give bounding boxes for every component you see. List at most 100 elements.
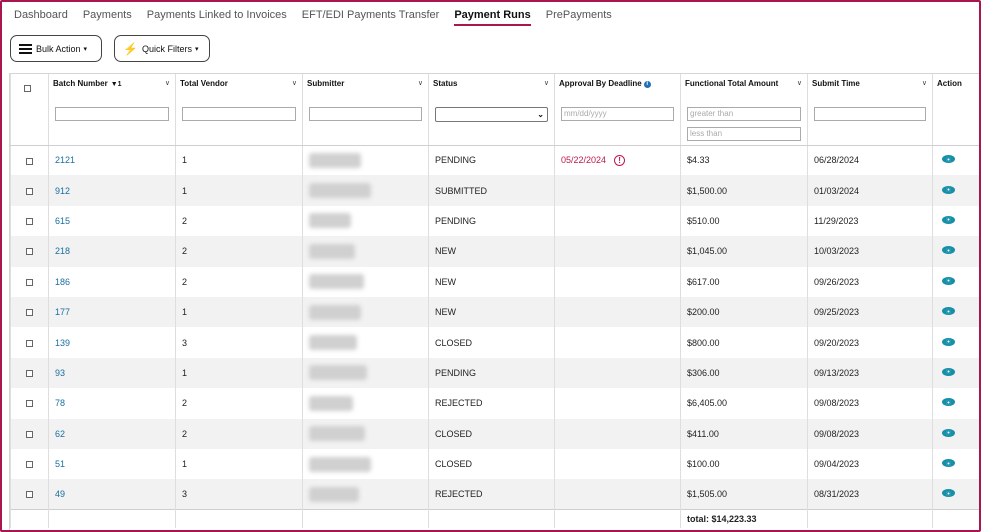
deadline-cell bbox=[554, 296, 681, 328]
batch-number-link[interactable]: 615 bbox=[48, 205, 176, 237]
submitter-filter-input[interactable] bbox=[309, 107, 422, 121]
total-vendor-cell: 1 bbox=[175, 357, 303, 389]
submitter-cell bbox=[302, 327, 429, 358]
redacted-submitter bbox=[309, 335, 357, 351]
quick-filters-button[interactable]: ⚡ Quick Filters ▾ bbox=[114, 35, 210, 62]
status-filter-select[interactable]: ⌄ bbox=[435, 107, 548, 122]
view-eye-icon[interactable] bbox=[942, 337, 955, 346]
submit-time-cell: 09/08/2023 bbox=[807, 418, 933, 449]
tab-payments[interactable]: Payments bbox=[82, 9, 132, 21]
row-checkbox[interactable] bbox=[26, 157, 33, 165]
deadline-cell bbox=[554, 448, 681, 480]
column-batch-number[interactable]: Batch Number ▼1 ∨ bbox=[48, 74, 176, 146]
bulk-list-icon bbox=[19, 43, 32, 54]
tab-eft-edi-payments-transfer[interactable]: EFT/EDI Payments Transfer bbox=[301, 9, 440, 21]
view-eye-icon[interactable] bbox=[942, 428, 955, 437]
bulk-action-button[interactable]: Bulk Action ▾ bbox=[10, 35, 102, 62]
row-checkbox[interactable] bbox=[26, 461, 33, 469]
row-checkbox[interactable] bbox=[26, 278, 33, 286]
view-eye-icon[interactable] bbox=[942, 398, 955, 407]
action-cell bbox=[932, 448, 979, 480]
tab-prepayments[interactable]: PrePayments bbox=[545, 9, 612, 21]
chevron-down-icon: ▾ bbox=[83, 45, 88, 53]
tab-dashboard[interactable]: Dashboard bbox=[14, 9, 68, 21]
info-icon[interactable]: i bbox=[643, 81, 651, 88]
batch-number-link[interactable]: 186 bbox=[48, 266, 176, 297]
batch-number-link[interactable]: 218 bbox=[48, 236, 176, 267]
column-status[interactable]: Status ∨ ⌄ bbox=[428, 74, 555, 146]
column-submit-time[interactable]: Submit Time ∨ bbox=[807, 74, 933, 146]
column-approval-by-deadline[interactable]: Approval By Deadline i mm/dd/yyyy bbox=[554, 74, 681, 146]
row-checkbox[interactable] bbox=[26, 400, 33, 408]
view-eye-icon[interactable] bbox=[942, 307, 955, 316]
status-cell: PENDING bbox=[428, 145, 555, 176]
view-eye-icon[interactable] bbox=[942, 367, 955, 376]
row-checkbox[interactable] bbox=[26, 248, 33, 256]
table-row: 177 1 NEW $200.00 09/25/2023 bbox=[10, 296, 979, 328]
total-vendor-filter-input[interactable] bbox=[182, 107, 296, 121]
warning-icon: ! bbox=[614, 155, 626, 166]
row-checkbox[interactable] bbox=[26, 370, 33, 378]
submit-time-filter-input[interactable] bbox=[814, 107, 926, 121]
batch-number-link[interactable]: 49 bbox=[48, 479, 176, 510]
view-eye-icon[interactable] bbox=[942, 489, 955, 498]
row-checkbox[interactable] bbox=[26, 187, 33, 195]
view-eye-icon[interactable] bbox=[942, 155, 955, 164]
row-checkbox[interactable] bbox=[26, 430, 33, 438]
batch-number-link[interactable]: 62 bbox=[48, 418, 176, 449]
row-checkbox[interactable] bbox=[26, 339, 33, 347]
select-all-checkbox[interactable] bbox=[24, 85, 31, 92]
chevron-down-icon[interactable]: ∨ bbox=[417, 80, 423, 87]
amount-greater-than-input[interactable]: greater than bbox=[687, 107, 801, 121]
view-eye-icon[interactable] bbox=[942, 276, 955, 285]
status-cell: CLOSED bbox=[428, 418, 555, 449]
total-vendor-cell: 1 bbox=[175, 145, 303, 176]
batch-number-link[interactable]: 912 bbox=[48, 175, 176, 206]
column-functional-total-amount[interactable]: Functional Total Amount ∨ greater than l… bbox=[680, 74, 808, 146]
batch-number-link[interactable]: 177 bbox=[48, 296, 176, 328]
chevron-down-icon[interactable]: ∨ bbox=[164, 80, 170, 87]
action-cell bbox=[932, 357, 979, 389]
view-eye-icon[interactable] bbox=[942, 459, 955, 468]
table-row: 615 2 PENDING $510.00 11/29/2023 bbox=[10, 205, 979, 237]
view-eye-icon[interactable] bbox=[942, 246, 955, 255]
chevron-down-icon[interactable]: ∨ bbox=[921, 80, 927, 87]
batch-number-link[interactable]: 51 bbox=[48, 448, 176, 480]
row-checkbox[interactable] bbox=[26, 491, 33, 499]
amount-less-than-input[interactable]: less than bbox=[687, 127, 801, 141]
total-vendor-cell: 2 bbox=[175, 236, 303, 267]
batch-number-link[interactable]: 78 bbox=[48, 388, 176, 419]
column-submitter-label: Submitter bbox=[307, 79, 345, 88]
total-cell-empty bbox=[302, 509, 429, 528]
chevron-down-icon[interactable]: ∨ bbox=[796, 80, 802, 87]
action-cell bbox=[932, 418, 979, 449]
view-eye-icon[interactable] bbox=[942, 185, 955, 194]
row-checkbox[interactable] bbox=[26, 218, 33, 226]
row-checkbox[interactable] bbox=[26, 309, 33, 317]
total-vendor-cell: 2 bbox=[175, 388, 303, 419]
batch-number-filter-input[interactable] bbox=[55, 107, 169, 121]
column-total-vendor[interactable]: Total Vendor ∨ bbox=[175, 74, 303, 146]
total-vendor-cell: 2 bbox=[175, 205, 303, 237]
batch-number-link[interactable]: 2121 bbox=[48, 145, 176, 176]
tab-payments-linked-to-invoices[interactable]: Payments Linked to Invoices bbox=[146, 9, 287, 21]
sort-desc-icon[interactable]: ▼1 bbox=[110, 81, 122, 88]
total-row: total: $14,223.33 bbox=[10, 509, 979, 528]
row-select-cell bbox=[10, 236, 49, 267]
deadline-date-filter-input[interactable]: mm/dd/yyyy bbox=[561, 107, 674, 121]
batch-number-link[interactable]: 93 bbox=[48, 357, 176, 389]
table-row: 218 2 NEW $1,045.00 10/03/2023 bbox=[10, 236, 979, 267]
chevron-down-icon[interactable]: ∨ bbox=[291, 80, 297, 87]
submitter-cell bbox=[302, 175, 429, 206]
chevron-down-icon[interactable]: ∨ bbox=[543, 80, 549, 87]
redacted-submitter bbox=[309, 486, 359, 502]
status-cell: SUBMITTED bbox=[428, 175, 555, 206]
view-eye-icon[interactable] bbox=[942, 215, 955, 224]
tab-payment-runs[interactable]: Payment Runs bbox=[454, 8, 531, 26]
batch-number-link[interactable]: 139 bbox=[48, 327, 176, 358]
status-cell: PENDING bbox=[428, 357, 555, 389]
column-submitter[interactable]: Submitter ∨ bbox=[302, 74, 429, 146]
deadline-cell: 05/22/2024! bbox=[554, 145, 681, 176]
redacted-submitter bbox=[309, 456, 371, 472]
